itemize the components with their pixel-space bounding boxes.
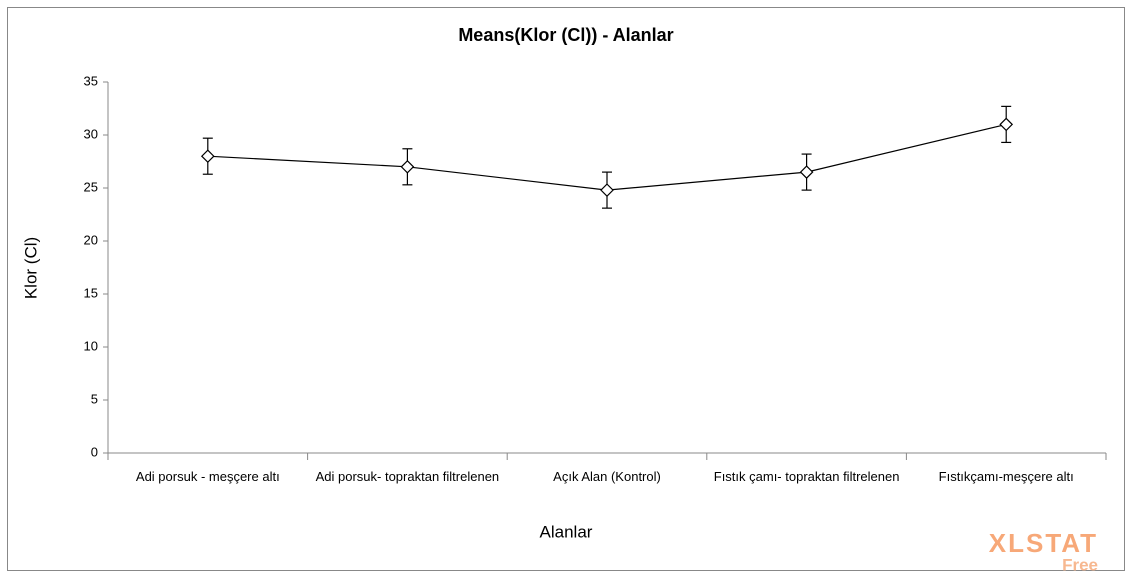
x-tick-label: Açık Alan (Kontrol) <box>553 469 661 484</box>
y-tick-label: 30 <box>84 126 98 141</box>
y-axis-label: Klor (Cl) <box>21 237 40 299</box>
x-axis-label: Alanlar <box>540 522 593 541</box>
marker <box>600 183 614 197</box>
y-tick-label: 0 <box>91 444 98 459</box>
y-tick-label: 20 <box>84 232 98 247</box>
x-tick-label: Fıstıkçamı-meşçere altı <box>938 469 1074 484</box>
x-tick-label: Adi porsuk - meşçere altı <box>135 469 280 484</box>
y-tick-label: 10 <box>84 338 98 353</box>
watermark-brand: XLSTAT <box>989 528 1098 558</box>
y-tick-label: 25 <box>84 179 98 194</box>
y-tick-label: 5 <box>91 391 98 406</box>
marker <box>400 159 415 174</box>
watermark-edition: Free <box>1062 555 1098 574</box>
chart-frame <box>7 7 1125 571</box>
chart-title: Means(Klor (Cl)) - Alanlar <box>458 25 673 45</box>
x-tick-label: Fıstık çamı- topraktan filtrelenen <box>713 469 900 484</box>
y-tick-label: 35 <box>84 73 98 88</box>
marker <box>999 117 1014 132</box>
x-tick-label: Adi porsuk- topraktan filtrelenen <box>315 469 500 484</box>
marker <box>200 149 215 164</box>
marker <box>799 165 814 179</box>
y-tick-label: 15 <box>84 285 98 300</box>
